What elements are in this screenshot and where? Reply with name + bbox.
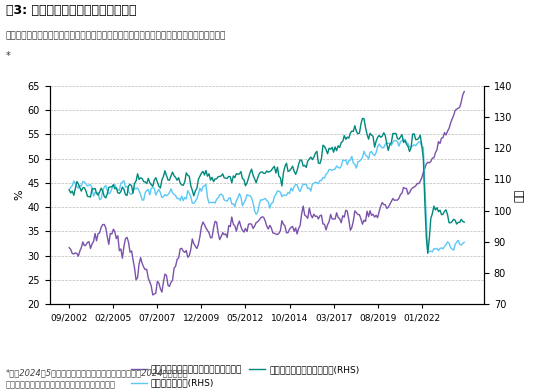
Line: 消费者信心指数(RHS): 消费者信心指数(RHS): [69, 139, 464, 252]
Text: 中国人民银行居民储蓄意愿调查结果，以及国家统计局的消费者信心指数和未来收入信心指数: 中国人民银行居民储蓄意愿调查结果，以及国家统计局的消费者信心指数和未来收入信心指…: [6, 31, 226, 40]
Y-axis label: 指数: 指数: [515, 188, 525, 202]
Line: 消费者信心指数：未来收入(RHS): 消费者信心指数：未来收入(RHS): [69, 119, 464, 253]
Legend: 更多储蓄占比（占央行调研总样本数）, 消费者信心指数(RHS), 消费者信心指数：未来收入(RHS): 更多储蓄占比（占央行调研总样本数）, 消费者信心指数(RHS), 消费者信心指数…: [127, 362, 363, 390]
Y-axis label: %: %: [14, 190, 25, 200]
Text: 来源：中国人民银行，国家统计局，世界黄金协会: 来源：中国人民银行，国家统计局，世界黄金协会: [6, 380, 115, 389]
Line: 更多储蓄占比（占央行调研总样本数）: 更多储蓄占比（占央行调研总样本数）: [69, 92, 464, 295]
Text: *截至2024年5月，中国人民银行居民储蓄意愿调查截至2024年一季度。: *截至2024年5月，中国人民银行居民储蓄意愿调查截至2024年一季度。: [6, 369, 188, 378]
Text: *: *: [6, 51, 10, 61]
Text: 图3: 消费者信心不足，储蓄意愿高涨: 图3: 消费者信心不足，储蓄意愿高涨: [6, 4, 136, 17]
